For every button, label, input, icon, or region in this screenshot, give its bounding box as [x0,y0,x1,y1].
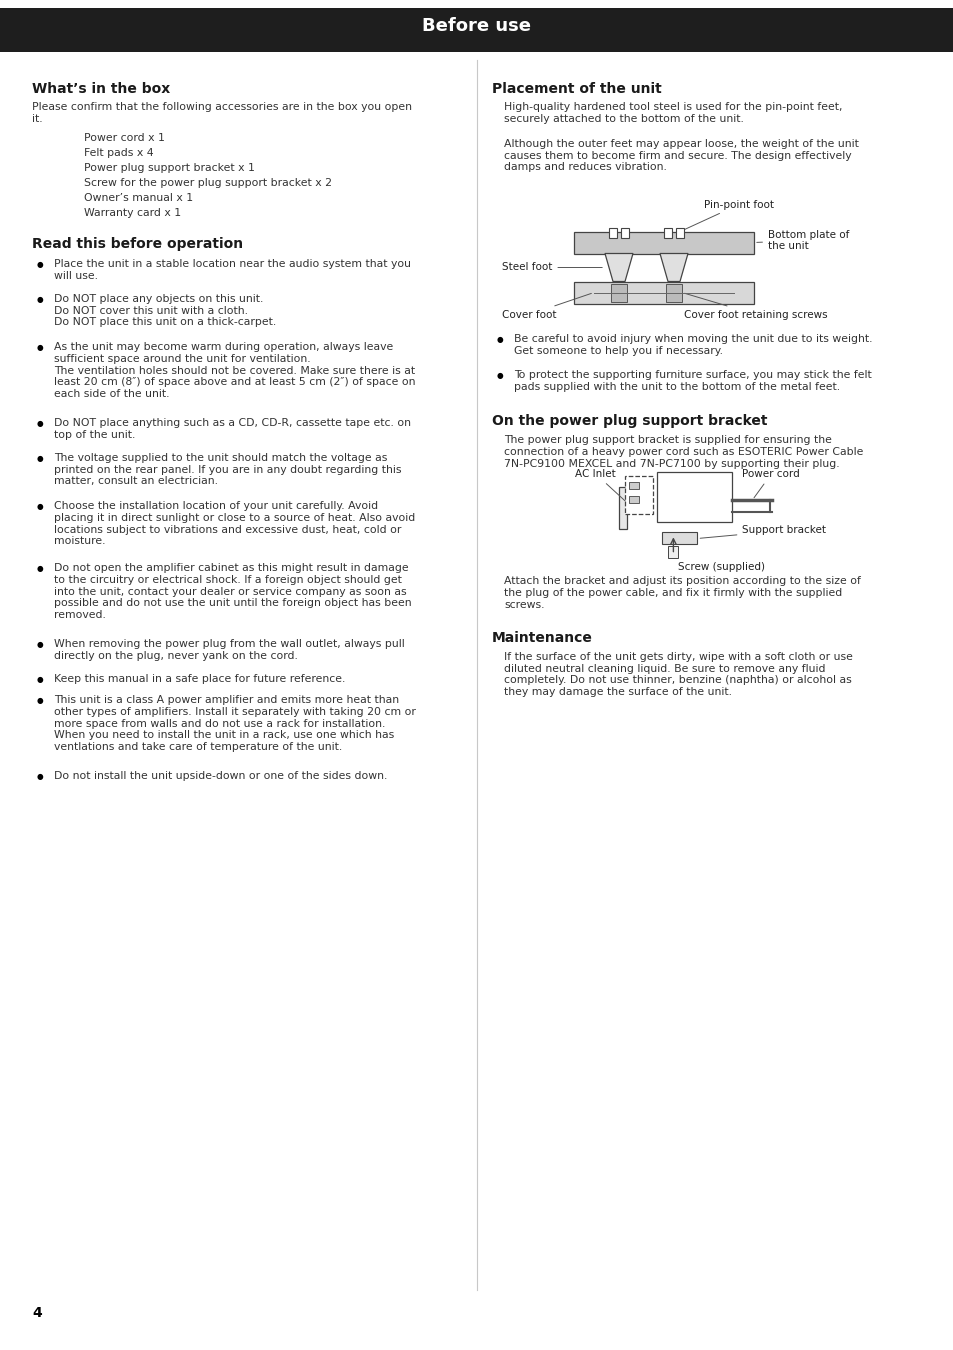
Text: What’s in the box: What’s in the box [32,82,170,96]
Text: Please confirm that the following accessories are in the box you open
it.: Please confirm that the following access… [32,103,412,124]
Bar [618,487,627,529]
Text: Felt pads x 4: Felt pads x 4 [84,148,153,158]
Text: Maintenance: Maintenance [492,630,592,645]
Text: ●: ● [36,640,43,649]
Text: Place the unit in a stable location near the audio system that you
will use.: Place the unit in a stable location near… [54,259,411,281]
Text: ●: ● [36,296,43,304]
Text: ●: ● [36,697,43,706]
Text: Cover foot retaining screws: Cover foot retaining screws [683,293,827,320]
Polygon shape [604,254,633,282]
Text: Power cord x 1: Power cord x 1 [84,134,165,143]
Text: High-quality hardened tool steel is used for the pin-point feet,
securely attach: High-quality hardened tool steel is used… [503,103,841,124]
Text: Warranty card x 1: Warranty card x 1 [84,208,181,217]
Text: Do not install the unit upside-down or one of the sides down.: Do not install the unit upside-down or o… [54,771,387,782]
Text: Pin-point foot: Pin-point foot [679,200,773,231]
Text: ●: ● [497,371,503,381]
Text: Choose the installation location of your unit carefully. Avoid
placing it in dir: Choose the installation location of your… [54,501,415,547]
Text: ●: ● [497,336,503,344]
Bar [663,228,671,238]
Text: ●: ● [36,454,43,463]
Text: ●: ● [36,772,43,782]
Text: ●: ● [36,418,43,428]
Text: Attach the bracket and adjust its position according to the size of
the plug of : Attach the bracket and adjust its positi… [503,576,860,610]
Text: If the surface of the unit gets dirty, wipe with a soft cloth or use
diluted neu: If the surface of the unit gets dirty, w… [503,652,852,697]
Text: Read this before operation: Read this before operation [32,238,243,251]
Text: Before use: Before use [422,18,531,35]
Text: On the power plug support bracket: On the power plug support bracket [492,414,767,428]
Text: ●: ● [36,343,43,352]
Text: This unit is a class A power amplifier and emits more heat than
other types of a: This unit is a class A power amplifier a… [54,695,416,752]
Text: Be careful to avoid injury when moving the unit due to its weight.
Get someone t: Be careful to avoid injury when moving t… [514,335,872,356]
Bar [574,282,753,304]
Text: Owner’s manual x 1: Owner’s manual x 1 [84,193,193,202]
Text: Support bracket: Support bracket [700,525,825,539]
Bar [625,477,653,514]
Bar [620,228,628,238]
Text: ●: ● [36,261,43,269]
Bar [0,0,953,8]
Text: Although the outer feet may appear loose, the weight of the unit
causes them to : Although the outer feet may appear loose… [503,139,858,173]
Bar [657,472,732,522]
Bar [629,495,639,502]
Text: Do NOT place anything such as a CD, CD-R, cassette tape etc. on
top of the unit.: Do NOT place anything such as a CD, CD-R… [54,418,411,440]
Text: Placement of the unit: Placement of the unit [492,82,661,96]
Text: When removing the power plug from the wall outlet, always pull
directly on the p: When removing the power plug from the wa… [54,639,404,660]
Text: Screw for the power plug support bracket x 2: Screw for the power plug support bracket… [84,178,332,188]
Bar [661,532,697,544]
Text: Bottom plate of
the unit: Bottom plate of the unit [756,230,848,251]
Text: ●: ● [36,675,43,684]
Bar [0,0,953,53]
Text: 4: 4 [32,1305,42,1320]
Bar [610,284,626,301]
Bar [676,228,683,238]
Bar [574,231,753,254]
Text: The power plug support bracket is supplied for ensuring the
connection of a heav: The power plug support bracket is suppli… [503,436,862,468]
Text: Power cord: Power cord [741,468,800,498]
Text: AC Inlet: AC Inlet [575,468,625,501]
Bar [629,482,639,489]
Polygon shape [659,254,687,282]
Text: Cover foot: Cover foot [501,293,591,320]
Bar [608,228,617,238]
Text: Do NOT place any objects on this unit.
Do NOT cover this unit with a cloth.
Do N: Do NOT place any objects on this unit. D… [54,294,276,327]
Text: Do not open the amplifier cabinet as this might result in damage
to the circuitr: Do not open the amplifier cabinet as thi… [54,563,411,620]
Text: ●: ● [36,502,43,512]
Text: ●: ● [36,564,43,574]
Text: Steel foot: Steel foot [501,262,601,273]
Text: Power plug support bracket x 1: Power plug support bracket x 1 [84,163,254,173]
Text: Screw (supplied): Screw (supplied) [678,563,764,572]
Text: To protect the supporting furniture surface, you may stick the felt
pads supplie: To protect the supporting furniture surf… [514,370,871,392]
Text: As the unit may become warm during operation, always leave
sufficient space arou: As the unit may become warm during opera… [54,343,416,398]
Bar [668,547,678,559]
Text: Keep this manual in a safe place for future reference.: Keep this manual in a safe place for fut… [54,674,345,684]
Bar [665,284,681,301]
Text: The voltage supplied to the unit should match the voltage as
printed on the rear: The voltage supplied to the unit should … [54,454,401,486]
